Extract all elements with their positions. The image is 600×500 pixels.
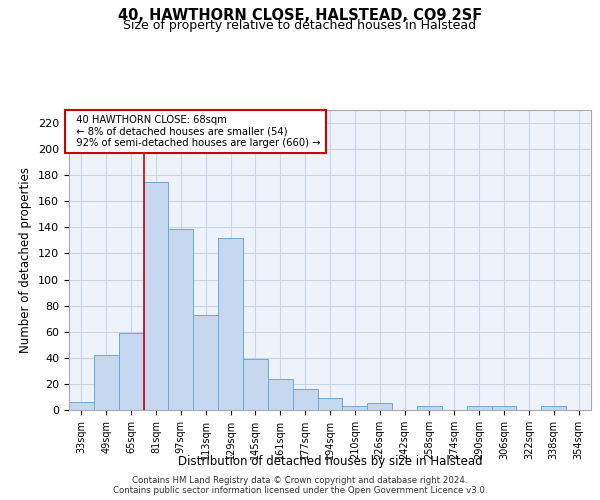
Text: Contains HM Land Registry data © Crown copyright and database right 2024.
Contai: Contains HM Land Registry data © Crown c…	[113, 476, 487, 495]
Bar	[169, 228, 193, 410]
Bar	[417, 406, 442, 410]
Bar	[467, 406, 491, 410]
Bar	[94, 355, 119, 410]
Bar	[69, 402, 94, 410]
Text: 40 HAWTHORN CLOSE: 68sqm
  ← 8% of detached houses are smaller (54)
  92% of sem: 40 HAWTHORN CLOSE: 68sqm ← 8% of detache…	[70, 115, 321, 148]
Bar	[293, 389, 317, 410]
Text: Size of property relative to detached houses in Halstead: Size of property relative to detached ho…	[124, 18, 476, 32]
Bar	[143, 182, 169, 410]
Text: 40, HAWTHORN CLOSE, HALSTEAD, CO9 2SF: 40, HAWTHORN CLOSE, HALSTEAD, CO9 2SF	[118, 8, 482, 22]
Bar	[541, 406, 566, 410]
Bar	[243, 359, 268, 410]
Text: Distribution of detached houses by size in Halstead: Distribution of detached houses by size …	[178, 454, 482, 468]
Bar	[193, 315, 218, 410]
Bar	[119, 333, 143, 410]
Y-axis label: Number of detached properties: Number of detached properties	[19, 167, 32, 353]
Bar	[491, 406, 517, 410]
Bar	[218, 238, 243, 410]
Bar	[268, 378, 293, 410]
Bar	[367, 404, 392, 410]
Bar	[317, 398, 343, 410]
Bar	[343, 406, 367, 410]
